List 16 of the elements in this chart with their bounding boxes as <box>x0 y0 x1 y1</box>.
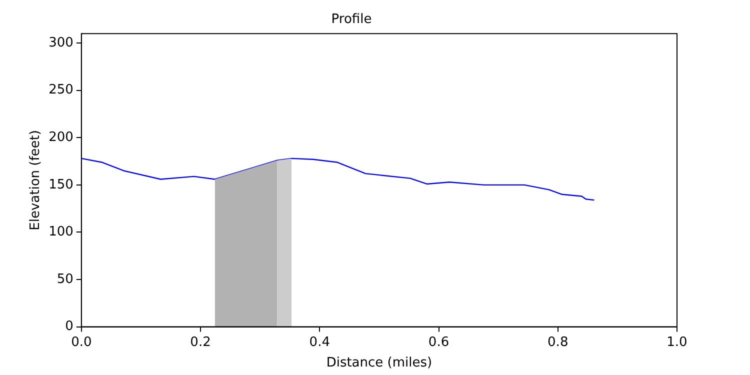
y-tick-label: 250 <box>48 82 74 98</box>
y-tick-label: 300 <box>48 35 74 50</box>
y-axis-title: Elevation (feet) <box>28 130 44 230</box>
y-tick-label: 100 <box>48 224 74 240</box>
chart-title: Profile <box>331 12 372 28</box>
x-tick-label: 0.4 <box>309 334 330 350</box>
y-tick-label: 0 <box>65 319 74 334</box>
y-tick-label: 200 <box>48 130 74 146</box>
y-tick-label: 150 <box>48 177 74 192</box>
x-tick-label: 0.8 <box>548 334 568 350</box>
y-tick-label: 50 <box>56 272 74 287</box>
x-tick-label: 0.6 <box>428 334 450 350</box>
x-tick-label: 0.2 <box>190 334 211 350</box>
x-tick-label: 0.0 <box>71 334 92 350</box>
x-tick-label: 1.0 <box>666 334 688 350</box>
x-axis-title: Distance (miles) <box>326 356 432 371</box>
